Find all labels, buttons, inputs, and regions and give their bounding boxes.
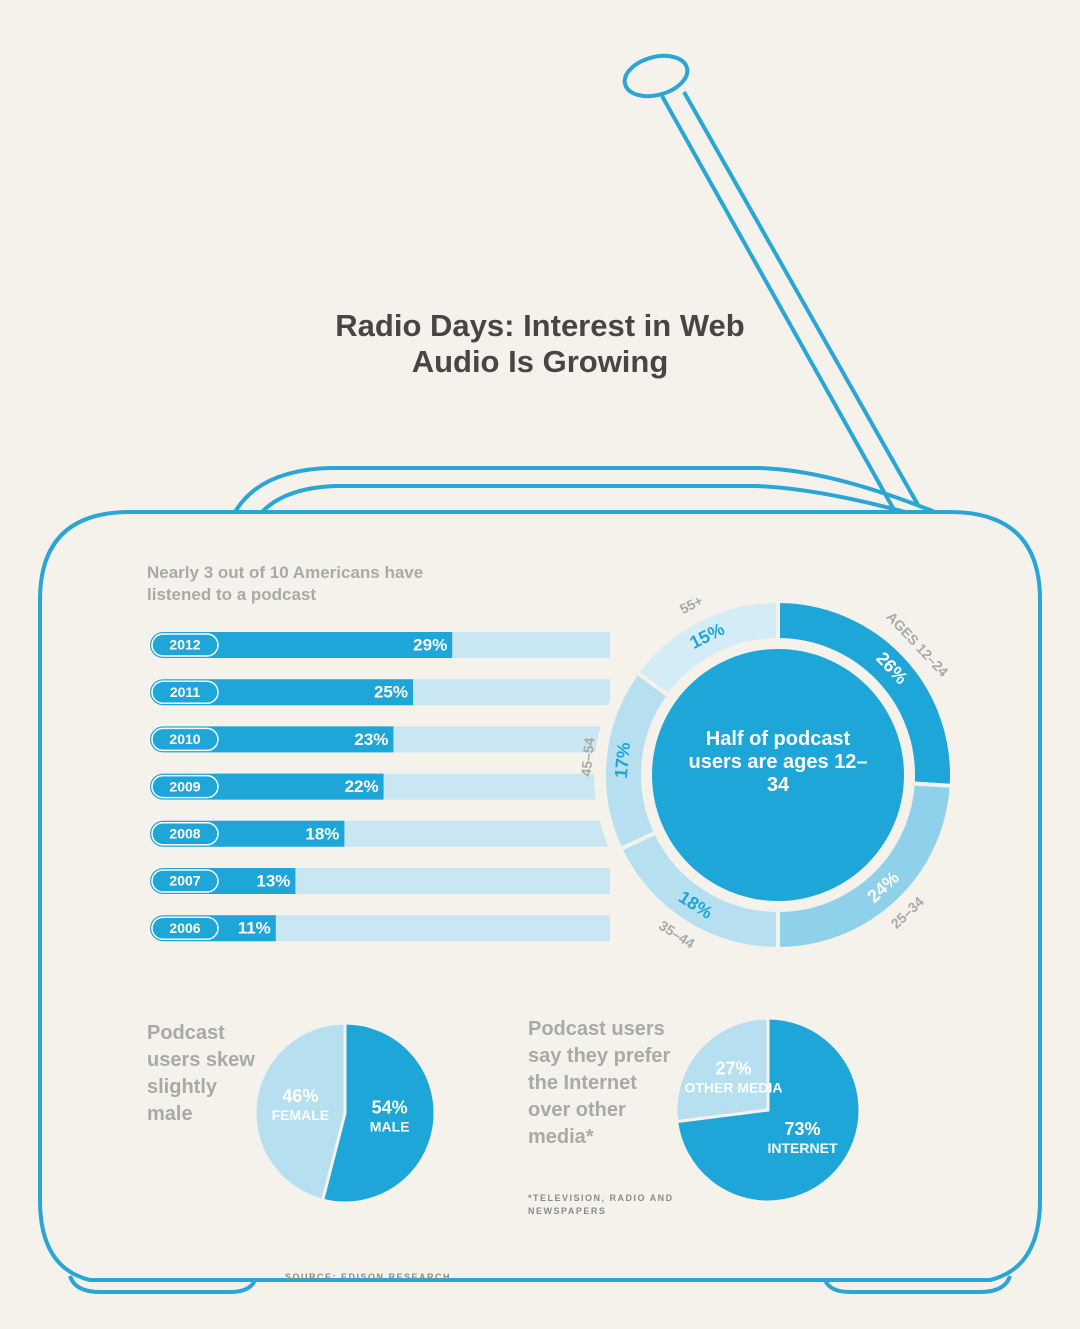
category-label: 2010 (169, 731, 200, 747)
category-label: 2009 (169, 778, 200, 794)
radio-foot (68, 1275, 257, 1294)
category-label: 2006 (169, 920, 200, 936)
bar (150, 820, 345, 847)
value-label: 46% (282, 1086, 318, 1106)
antenna (660, 95, 895, 509)
footnote: *TELEVISION, RADIO AND NEWSPAPERS (528, 1193, 674, 1216)
category-label: 45–54 (578, 737, 598, 777)
radio-body (38, 510, 1042, 1282)
year-pill (151, 680, 219, 704)
value-label: 25% (374, 683, 408, 702)
radio-foot (823, 1275, 1012, 1294)
donut-center (652, 649, 904, 901)
category-label: 2008 (169, 826, 200, 842)
bar-chart-title: Nearly 3 out of 10 Americans have listen… (147, 563, 424, 604)
value-label: 17% (611, 741, 634, 779)
category-label: 2011 (170, 684, 201, 700)
category-label: FEMALE (272, 1107, 330, 1123)
value-label: 29% (413, 635, 447, 654)
value-label: 13% (256, 871, 290, 890)
value-label: 23% (354, 730, 388, 749)
pie-slice (674, 1016, 770, 1124)
year-pill (151, 774, 219, 799)
pie-title: Podcast users say they prefer the Intern… (528, 1018, 671, 1148)
bar (150, 632, 453, 658)
bar (150, 868, 296, 894)
year-pill (151, 869, 219, 893)
bar (150, 915, 276, 942)
pie-slice (320, 1021, 437, 1205)
category-label: MALE (370, 1118, 410, 1134)
handle (260, 484, 906, 514)
antenna (682, 91, 920, 506)
value-label: 73% (784, 1119, 820, 1139)
source: SOURCE: EDISON RESEARCH (285, 1272, 452, 1282)
year-pill (151, 633, 219, 657)
value-label: 22% (345, 777, 379, 796)
category-label: OTHER MEDIA (684, 1079, 782, 1095)
donut-segment (634, 598, 780, 699)
charts: 2012 29% 2011 25% 2010 23% 2009 22% 2008 18% 2007 1… (150, 591, 962, 1205)
antenna-tip (622, 53, 690, 99)
handle (233, 466, 936, 514)
donut-annotation: Half of podcast users are ages 12–34 (688, 728, 868, 796)
year-pill (151, 822, 219, 846)
category-label: 2012 (169, 637, 200, 653)
radio-outline (38, 53, 1042, 1294)
value-label: 11% (238, 919, 271, 938)
value-label: 18% (305, 824, 339, 843)
value-label: 54% (372, 1097, 408, 1117)
pie-slice (253, 1021, 347, 1202)
year-pill (151, 727, 219, 752)
year-pill (151, 916, 219, 940)
category-label: INTERNET (768, 1140, 838, 1156)
value-label: 27% (715, 1058, 751, 1078)
pie-title: Podcast users skew slightly male (147, 1022, 255, 1125)
bar (150, 773, 384, 800)
category-label: 2007 (169, 873, 200, 889)
title: Radio Days: Interest in Web Audio Is Gro… (335, 308, 745, 379)
bar (150, 726, 394, 753)
